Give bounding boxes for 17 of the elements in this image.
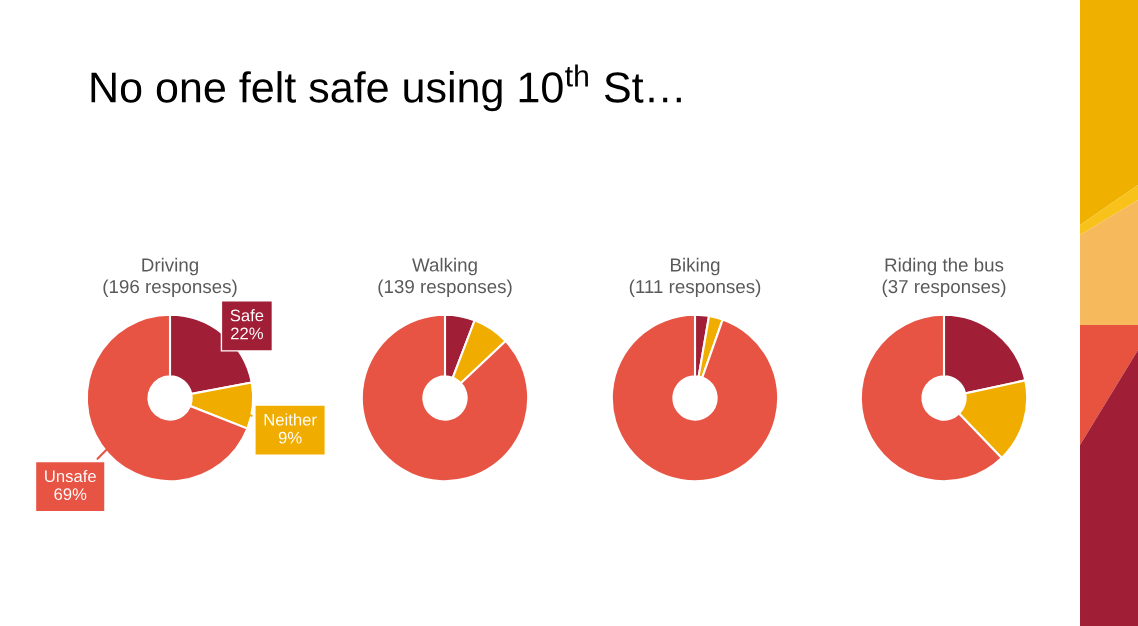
donut-slice [610,313,780,483]
data-label: 69% [54,488,87,501]
chart-subtitle: (111 responses) [629,279,761,297]
slice-label: Safe [230,309,264,322]
chart-title: Walking [412,257,477,276]
slice-label: Neither [264,413,317,426]
chart-title: Biking [671,257,720,276]
chart-title: Riding the bus [885,257,1004,276]
chart-subtitle: (196 responses) [103,279,237,297]
data-label: 22% [231,327,263,340]
slice-label: Unsafe [45,469,96,483]
data-label: 9% [278,431,302,444]
chart-subtitle: (139 responses) [378,279,512,297]
chart-title: Driving [142,257,198,276]
donut-slice [360,313,530,483]
text: No one felt safe using 10$^{th}$ St… [91,64,681,112]
chart-subtitle: (37 responses) [882,279,1006,297]
